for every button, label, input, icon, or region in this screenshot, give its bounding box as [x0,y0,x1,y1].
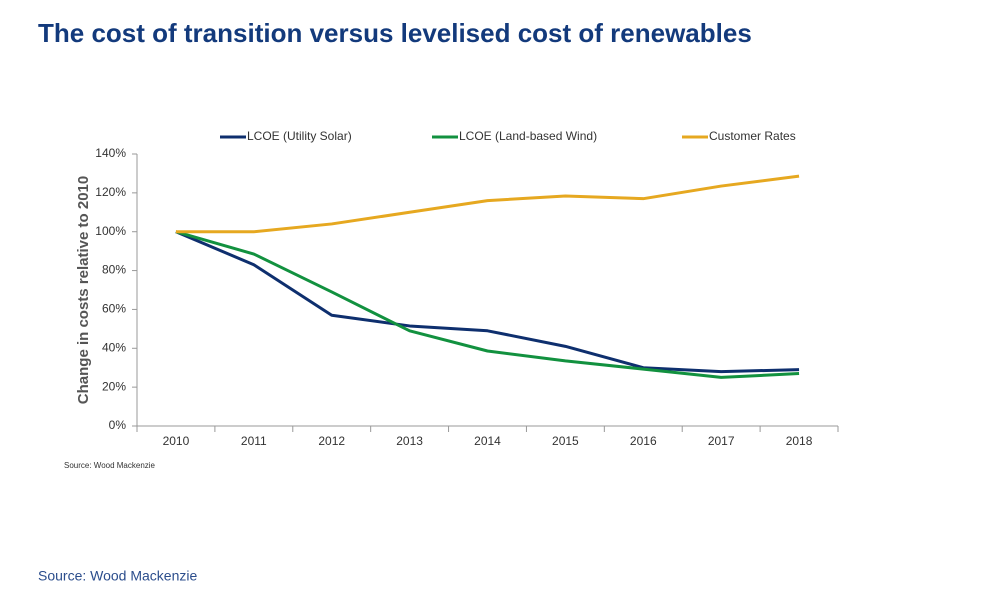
line-series [175,174,800,234]
x-tick-label: 2012 [318,434,345,448]
legend-label: Customer Rates [709,129,796,143]
x-tick-label: 2015 [552,434,579,448]
line-series [175,230,800,379]
x-tick-label: 2017 [708,434,735,448]
y-tick-label: 20% [102,379,126,393]
y-tick-label: 0% [109,418,127,432]
chart-title: The cost of transition versus levelised … [38,18,752,48]
y-tick-label: 120% [95,185,126,199]
footer-source: Source: Wood Mackenzie [38,568,197,584]
y-tick-label: 60% [102,302,126,316]
y-axis-title: Change in costs relative to 2010 [75,176,92,404]
x-tick-label: 2011 [241,434,267,448]
y-tick-label: 80% [102,263,126,277]
x-tick-label: 2016 [630,434,657,448]
legend-label: LCOE (Utility Solar) [247,129,352,143]
chart-source: Source: Wood Mackenzie [64,461,156,470]
x-tick-label: 2018 [786,434,813,448]
y-tick-label: 40% [102,340,126,354]
x-tick-label: 2013 [396,434,423,448]
y-tick-label: 100% [95,224,126,238]
line-series [175,230,800,374]
x-tick-label: 2014 [474,434,501,448]
y-tick-label: 140% [95,146,126,160]
x-tick-label: 2010 [163,434,190,448]
legend-label: LCOE (Land-based Wind) [459,129,597,143]
